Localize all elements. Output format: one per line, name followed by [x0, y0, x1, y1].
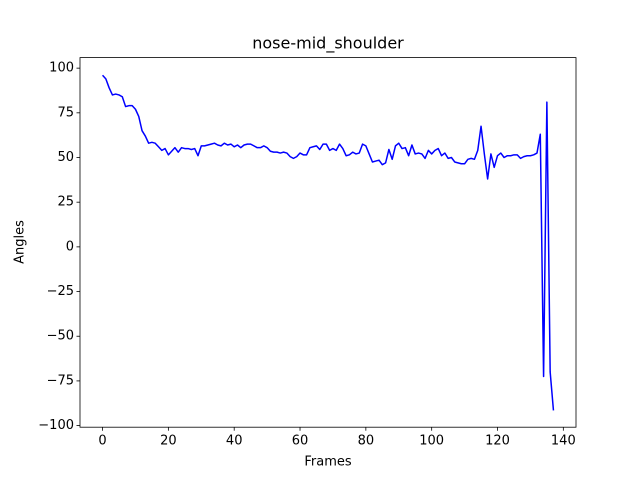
- y-tick-label: −100: [38, 418, 74, 433]
- x-tick-label: 120: [485, 434, 510, 449]
- x-tick-label: 140: [551, 434, 576, 449]
- y-tick-label: 100: [49, 61, 74, 76]
- y-axis-label: Angles: [13, 220, 28, 264]
- y-tick-label: 50: [57, 150, 74, 165]
- x-tick-label: 20: [160, 434, 177, 449]
- x-tick-label: 0: [98, 434, 106, 449]
- x-tick-label: 80: [358, 434, 375, 449]
- y-tick-label: −25: [47, 284, 74, 299]
- y-tick-label: −75: [47, 373, 74, 388]
- y-tick-label: 75: [57, 105, 74, 120]
- y-tick-label: 0: [66, 239, 74, 254]
- y-tick-label: 25: [57, 195, 74, 210]
- y-tick-label: −50: [47, 329, 74, 344]
- x-tick-label: 40: [226, 434, 243, 449]
- data-line: [101, 74, 555, 411]
- x-tick-label: 100: [419, 434, 444, 449]
- plot-frame: [79, 57, 577, 428]
- x-tick-label: 60: [292, 434, 309, 449]
- chart-title: nose-mid_shoulder: [252, 34, 404, 54]
- x-axis-label: Frames: [304, 455, 352, 470]
